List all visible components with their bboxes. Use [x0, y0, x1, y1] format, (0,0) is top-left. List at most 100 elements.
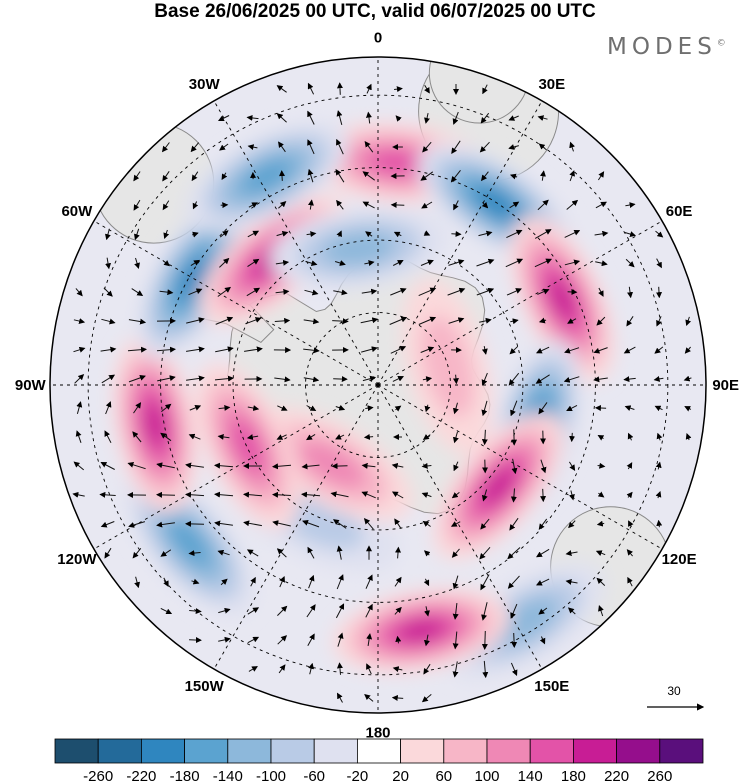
wind-arrow	[481, 345, 488, 355]
wind-arrow	[74, 374, 85, 384]
wind-arrow	[480, 171, 489, 182]
wind-arrow	[653, 375, 664, 382]
wind-arrow	[395, 115, 402, 122]
wind-arrow	[160, 549, 172, 557]
colorbar-swatch	[400, 738, 445, 764]
wind-arrow	[162, 200, 170, 211]
wind-arrow	[537, 288, 550, 295]
wind-arrow	[128, 521, 146, 528]
wind-arrow	[275, 259, 290, 266]
meridian-line	[93, 384, 379, 550]
wind-arrow	[247, 607, 260, 615]
colorbar-tick-label: 60	[435, 768, 452, 783]
wind-arrow	[452, 631, 459, 650]
wind-arrow	[424, 606, 430, 617]
wind-arrow	[655, 230, 664, 238]
wind-arrow	[509, 173, 518, 180]
wind-vectors	[72, 82, 692, 703]
wind-arrow	[245, 317, 262, 325]
wind-arrow	[301, 463, 320, 470]
wind-arrow	[215, 346, 234, 353]
wind-arrow	[215, 316, 234, 325]
wind-arrow	[506, 229, 523, 239]
wind-arrow	[101, 318, 116, 325]
wind-arrow	[420, 171, 434, 181]
wind-arrow	[364, 260, 375, 267]
wind-arrow	[75, 430, 82, 443]
wind-arrow	[156, 521, 175, 528]
wind-arrow	[219, 230, 229, 238]
colorbar-tick-label: -20	[347, 768, 369, 783]
colorbar-tick-label: 140	[518, 768, 543, 783]
wind-arrow	[274, 317, 291, 324]
wind-arrow	[451, 230, 462, 237]
wind-arrow	[250, 576, 256, 587]
wind-arrow	[162, 260, 170, 267]
anomaly-contour	[230, 419, 264, 473]
colorbar-tick-label: -260	[83, 768, 113, 783]
wind-arrow	[306, 433, 316, 441]
wind-arrow	[362, 171, 375, 181]
wind-arrow	[655, 461, 662, 470]
wind-arrow	[276, 85, 287, 93]
wind-arrow	[534, 229, 552, 239]
wind-arrow	[365, 111, 372, 124]
wind-arrow	[511, 458, 518, 475]
wind-arrow	[337, 692, 343, 703]
wind-arrow	[365, 603, 373, 618]
wind-arrow	[218, 115, 230, 121]
wind-arrow	[103, 287, 113, 297]
colorbar-tick-label: 180	[561, 768, 586, 783]
wind-arrow	[163, 577, 169, 587]
wind-arrow	[278, 141, 286, 153]
wind-arrow	[334, 260, 346, 266]
wind-arrow	[333, 289, 348, 296]
wind-arrow	[335, 404, 346, 411]
copyright-mark: ©	[716, 38, 726, 49]
meridian-line	[213, 384, 379, 670]
wind-arrow	[656, 432, 663, 441]
wind-arrow	[452, 374, 459, 385]
wind-arrow	[656, 519, 663, 528]
wind-arrow	[540, 459, 547, 474]
wind-arrow	[597, 171, 605, 181]
longitude-label: 30E	[538, 76, 565, 93]
wind-arrow	[246, 434, 259, 440]
wind-arrow	[189, 404, 202, 411]
wind-arrow	[538, 402, 548, 415]
anomaly-field	[112, 121, 615, 680]
wind-arrow	[361, 491, 376, 499]
wind-arrow	[365, 405, 374, 412]
wind-arrow	[481, 630, 488, 650]
wind-arrow	[307, 633, 315, 646]
wind-arrow	[307, 199, 314, 210]
wind-arrow	[276, 548, 287, 558]
anomaly-contour	[168, 519, 211, 567]
wind-arrow	[307, 546, 315, 559]
wind-arrow	[481, 201, 489, 209]
wind-arrow	[421, 462, 432, 469]
wind-arrow	[597, 435, 605, 441]
wind-arrow	[654, 405, 663, 412]
wind-arrow	[539, 636, 546, 645]
wind-arrow	[276, 230, 289, 237]
wind-arrow	[188, 550, 201, 557]
wind-arrow	[214, 520, 233, 527]
colorbar-tick-label: 260	[647, 768, 672, 783]
wind-arrow	[479, 317, 492, 324]
wind-arrow	[654, 346, 664, 354]
wind-arrow	[452, 603, 459, 620]
wind-arrow	[190, 142, 200, 153]
wind-arrow	[272, 520, 291, 527]
wind-arrow	[594, 230, 609, 237]
wind-arrow	[563, 376, 580, 383]
colorbar-swatch	[529, 738, 574, 764]
wind-arrow	[303, 318, 320, 325]
wind-arrow	[537, 199, 549, 211]
wind-arrow	[391, 462, 404, 469]
wind-arrow	[509, 201, 520, 209]
wind-arrow	[248, 666, 258, 672]
wind-arrow	[185, 491, 205, 498]
wind-arrow	[451, 140, 461, 155]
wind-arrow	[451, 548, 460, 558]
